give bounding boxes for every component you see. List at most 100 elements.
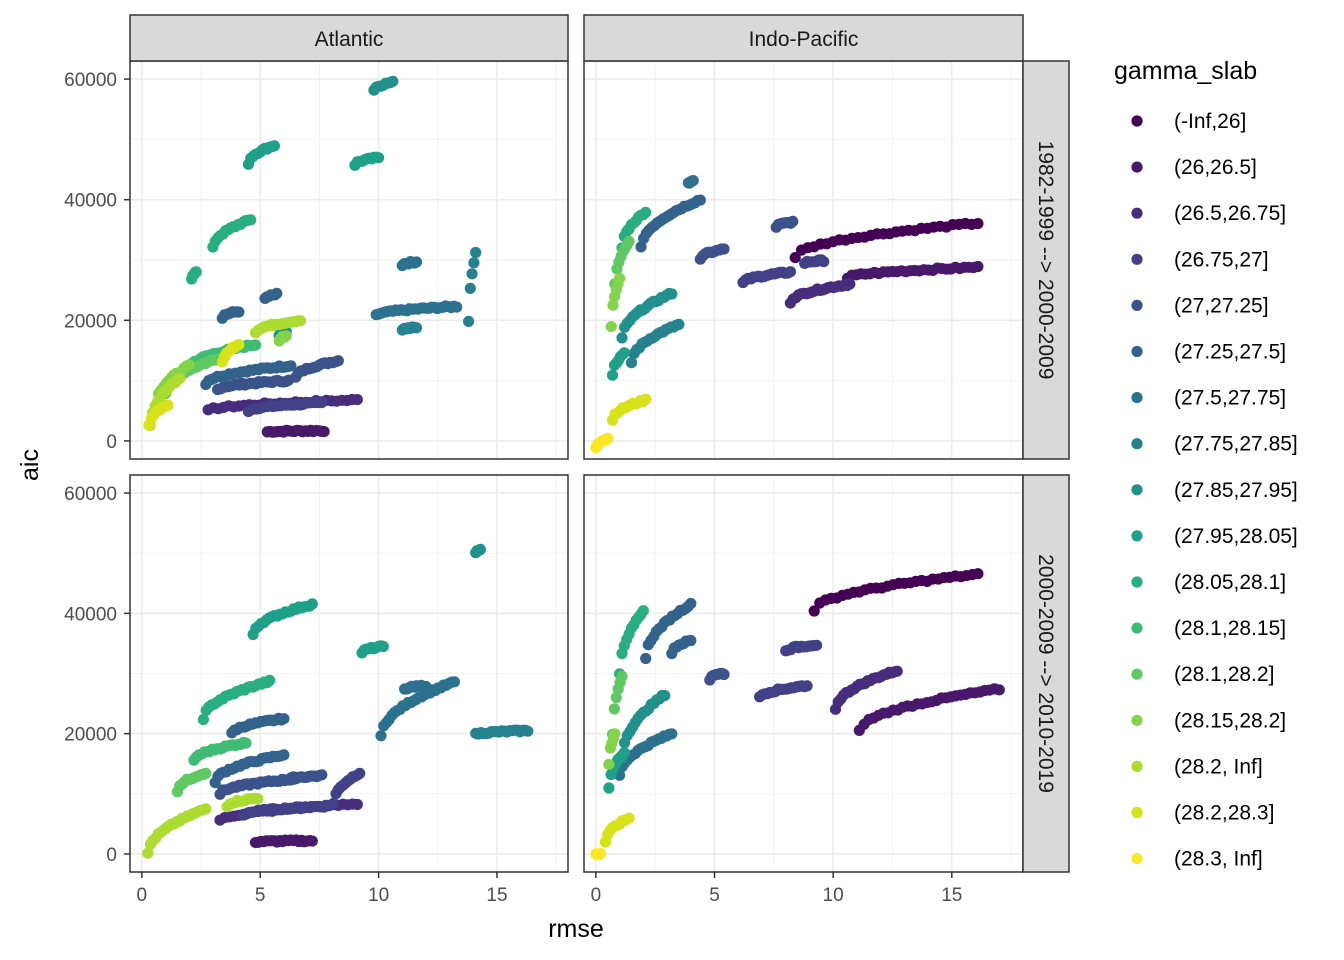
legend-key — [1131, 668, 1143, 680]
data-point — [190, 266, 202, 278]
data-point — [373, 152, 385, 164]
legend-label: (28.1,28.15] — [1174, 617, 1286, 640]
x-tick-label: 15 — [486, 885, 507, 906]
y-tick-label: 0 — [106, 845, 117, 866]
legend-item: (27.25,27.5] — [1131, 341, 1286, 364]
data-point — [522, 725, 534, 737]
data-point — [666, 728, 678, 740]
data-point — [687, 175, 699, 187]
legend-key — [1131, 392, 1143, 404]
y-tick-label: 60000 — [64, 70, 117, 91]
legend-label: (26.75,27] — [1174, 248, 1269, 271]
legend-label: (28.2,28.3] — [1174, 802, 1274, 825]
data-point — [271, 287, 283, 299]
x-tick-label: 0 — [137, 885, 148, 906]
legend-label: (27,27.25] — [1174, 294, 1269, 317]
legend-item: (27,27.25] — [1131, 294, 1269, 317]
data-point — [637, 605, 649, 617]
data-point — [280, 330, 292, 342]
data-point — [183, 359, 195, 371]
data-point — [474, 543, 486, 556]
x-tick-label: 5 — [255, 885, 266, 906]
legend-key — [1131, 438, 1143, 450]
data-point — [623, 812, 635, 824]
data-point — [463, 315, 475, 327]
legend: gamma_slab (-Inf,26] (26,26.5] (26.5,26.75… — [1114, 57, 1298, 871]
strip-row-1 — [1022, 474, 1070, 873]
data-point — [666, 288, 678, 300]
data-point — [285, 360, 297, 372]
y-tick-label: 20000 — [64, 725, 117, 746]
legend-label: (28.05,28.1] — [1174, 571, 1286, 594]
legend-item: (28.1,28.2] — [1131, 663, 1274, 686]
data-point — [616, 670, 628, 682]
strip-column-label: Indo-Pacific — [749, 28, 859, 51]
data-point — [233, 339, 245, 351]
points — [590, 175, 984, 454]
data-point — [410, 256, 423, 268]
data-point — [972, 260, 984, 273]
data-point — [972, 568, 984, 580]
legend-label: (27.75,27.85] — [1174, 433, 1298, 456]
data-point — [200, 767, 212, 780]
legend-key — [1131, 207, 1143, 219]
axes: 0 20000 40000 60000 0 20000 40000 60000 0 5 10 15 0 5… — [64, 70, 962, 906]
data-point — [387, 75, 399, 87]
data-point — [603, 758, 615, 770]
data-point — [993, 684, 1005, 696]
facet-strips: Atlantic Indo-Pacific 1982-1999 --> 2000-2… — [129, 14, 1070, 873]
data-point — [245, 214, 257, 226]
data-point — [451, 301, 463, 313]
legend-item: (28.05,28.1] — [1131, 571, 1286, 594]
data-point — [605, 321, 617, 333]
data-point — [603, 782, 615, 794]
data-point — [316, 397, 328, 409]
data-point — [377, 640, 389, 653]
y-tick-label: 0 — [106, 432, 117, 453]
data-point — [618, 747, 630, 759]
data-point — [174, 372, 186, 384]
y-tick-label: 40000 — [64, 604, 117, 625]
legend-label: (27.85,27.95] — [1174, 479, 1298, 502]
data-point — [718, 668, 730, 681]
data-point — [233, 306, 245, 318]
panel-1 — [583, 60, 1024, 460]
data-point — [351, 798, 363, 811]
data-point — [789, 252, 801, 264]
data-point — [448, 676, 460, 688]
data-point — [614, 272, 626, 284]
points — [143, 75, 482, 438]
data-point — [268, 140, 280, 152]
data-point — [811, 639, 823, 651]
legend-key — [1131, 622, 1143, 634]
data-point — [375, 730, 387, 742]
legend-key — [1131, 161, 1143, 173]
legend-label: (28.2, Inf] — [1174, 755, 1263, 778]
y-tick-label: 40000 — [64, 191, 117, 212]
data-point — [635, 241, 647, 253]
data-point — [264, 674, 276, 687]
legend-item: (28.2, Inf] — [1131, 755, 1263, 778]
legend-item: (26.75,27] — [1131, 248, 1269, 271]
legend-item: (26,26.5] — [1131, 156, 1257, 179]
data-point — [891, 665, 903, 677]
data-point — [818, 256, 830, 268]
data-point — [606, 369, 619, 381]
data-point — [640, 652, 652, 665]
data-point — [595, 848, 607, 860]
legend-item: (28.1,28.15] — [1131, 617, 1286, 640]
legend-label: (26,26.5] — [1174, 156, 1257, 179]
data-point — [972, 218, 984, 230]
strip-column-1 — [583, 14, 1024, 62]
legend-item: (-Inf,26] — [1131, 110, 1246, 133]
legend-key — [1131, 299, 1143, 311]
panel-0 — [129, 60, 569, 460]
data-point — [608, 703, 621, 715]
legend-label: (26.5,26.75] — [1174, 202, 1286, 225]
x-tick-label: 15 — [941, 885, 962, 906]
strip-column-label: Atlantic — [315, 28, 384, 51]
data-point — [278, 713, 290, 725]
legend-item: (27.85,27.95] — [1131, 479, 1298, 502]
strip-row-0 — [1022, 60, 1070, 460]
